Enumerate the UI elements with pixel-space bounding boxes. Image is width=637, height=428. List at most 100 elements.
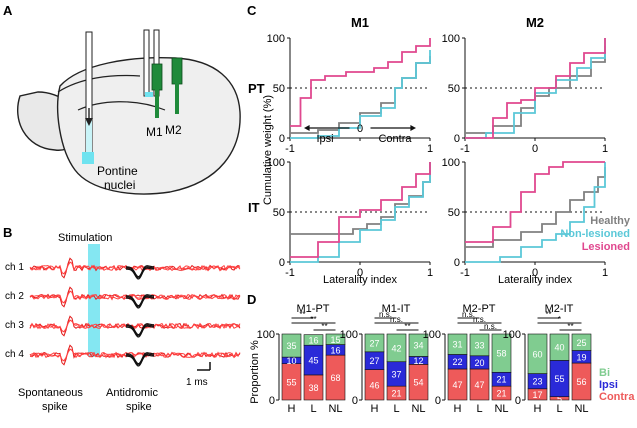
stimulation-label: Stimulation bbox=[58, 232, 112, 244]
y-tick-label: 100 bbox=[503, 329, 521, 341]
scale-label: 1 ms bbox=[186, 377, 208, 388]
x-tick-label: 1 bbox=[602, 267, 608, 279]
bar-segment-bi bbox=[527, 333, 548, 374]
x-tick-label: 0 bbox=[357, 267, 363, 279]
y-tick-label: 50 bbox=[448, 83, 460, 95]
bar-value-contra: 68 bbox=[330, 373, 340, 383]
group-title: M2-PT bbox=[463, 303, 496, 315]
channel-label: ch 2 bbox=[5, 291, 24, 302]
bar-value-contra: 47 bbox=[474, 380, 484, 390]
bar-segment-bi bbox=[491, 333, 512, 373]
row-title-pt: PT bbox=[248, 81, 265, 96]
y-tick-label: 0 bbox=[515, 395, 521, 407]
bar-segment-bi bbox=[303, 334, 324, 346]
y-tick-label: 100 bbox=[257, 329, 275, 341]
bar-value-bi: 25 bbox=[576, 338, 586, 348]
series-lesioned bbox=[290, 162, 431, 258]
trace-antidromic bbox=[126, 352, 154, 365]
group-m2-pt: M2-PT1000472231H472033L212158NLn.s.n.s.n… bbox=[423, 303, 512, 415]
bar-segment-bi bbox=[447, 333, 468, 355]
trace-spontaneous bbox=[29, 319, 241, 333]
category-label: NL bbox=[328, 403, 342, 415]
panel-label-c: C bbox=[247, 3, 257, 18]
category-label: L bbox=[393, 403, 399, 415]
row-title-it: IT bbox=[248, 200, 260, 215]
bar-value-ipsi: 22 bbox=[452, 357, 462, 367]
category-label: NL bbox=[494, 403, 508, 415]
series-lesioned bbox=[290, 38, 431, 127]
bar-value-bi: 33 bbox=[474, 340, 484, 350]
y-axis-label: Proportion % bbox=[249, 340, 261, 404]
bar-value-contra: 47 bbox=[452, 380, 462, 390]
trace-spontaneous bbox=[29, 348, 241, 362]
stimulation-bar bbox=[88, 244, 100, 357]
contra-arrow-head bbox=[410, 125, 416, 131]
significance-label: n.s. bbox=[390, 315, 403, 324]
y-tick-label: 0 bbox=[279, 133, 285, 145]
y-tick-label: 0 bbox=[454, 133, 460, 145]
bar-value-ipsi: 16 bbox=[330, 345, 340, 355]
y-tick-label: 50 bbox=[273, 83, 285, 95]
bar-segment-bi bbox=[549, 333, 570, 361]
series-non-lesioned bbox=[290, 162, 431, 263]
x-tick-label: 0 bbox=[532, 143, 538, 155]
bar-value-ipsi: 21 bbox=[496, 375, 506, 385]
x-tick-label: -1 bbox=[460, 267, 470, 279]
y-tick-label: 100 bbox=[442, 157, 460, 169]
y-tick-label: 0 bbox=[352, 395, 358, 407]
series-non-lesioned bbox=[465, 38, 606, 139]
group-title: M2-IT bbox=[545, 303, 574, 315]
category-label: H bbox=[288, 403, 296, 415]
trace-spontaneous bbox=[29, 290, 241, 304]
bar-value-bi: 40 bbox=[554, 343, 564, 353]
bar-segment-bi bbox=[469, 333, 490, 357]
category-label: L bbox=[476, 403, 482, 415]
panel-label-a: A bbox=[3, 3, 13, 18]
zero-label: 0 bbox=[357, 123, 363, 135]
significance-label: n.s. bbox=[484, 322, 497, 331]
trace-antidromic bbox=[126, 354, 154, 367]
brain-diagram: Pontine nuclei M1 M2 bbox=[16, 29, 241, 195]
antidromic-label: spike bbox=[126, 401, 152, 413]
bar-value-ipsi: 23 bbox=[532, 377, 542, 387]
brain-fold bbox=[57, 74, 141, 93]
bar-value-ipsi: 10 bbox=[286, 356, 296, 366]
category-label: H bbox=[371, 403, 379, 415]
legend-lesioned: Lesioned bbox=[582, 241, 630, 253]
bar-value-ipsi: 27 bbox=[369, 356, 379, 366]
bar-value-contra: 38 bbox=[308, 383, 318, 393]
x-tick-label: -1 bbox=[285, 143, 295, 155]
series-non-lesioned bbox=[465, 162, 606, 263]
series-lesioned bbox=[465, 161, 605, 243]
y-tick-label: 50 bbox=[448, 207, 460, 219]
significance-label: ** bbox=[545, 310, 551, 319]
m1-electrode bbox=[151, 63, 163, 91]
x-tick-label: -1 bbox=[285, 267, 295, 279]
bar-value-contra: 56 bbox=[576, 377, 586, 387]
bar-value-contra: 46 bbox=[369, 380, 379, 390]
ipsi-arrow-head bbox=[304, 125, 310, 131]
y-tick-label: 100 bbox=[340, 329, 358, 341]
spontaneous-label: spike bbox=[42, 401, 68, 413]
proportion-bars: Proportion %M1-PT1000551035H384516L68161… bbox=[249, 303, 635, 415]
trace-spontaneous bbox=[29, 261, 241, 275]
contra-label: Contra bbox=[378, 133, 412, 145]
ipsi-label: Ipsi bbox=[316, 133, 333, 145]
x-tick-label: 1 bbox=[427, 143, 433, 155]
bar-value-bi: 16 bbox=[308, 335, 318, 345]
col-title-m1: M1 bbox=[351, 15, 369, 30]
bar-value-bi: 42 bbox=[391, 343, 401, 353]
bar-value-ipsi: 37 bbox=[391, 369, 401, 379]
bar-value-bi: 15 bbox=[330, 335, 340, 345]
legend-non-lesioned: Non-lesioned bbox=[560, 228, 630, 240]
y-tick-label: 100 bbox=[423, 329, 441, 341]
trace-antidromic bbox=[126, 294, 154, 307]
bar-value-bi: 31 bbox=[452, 340, 462, 350]
significance-label: n.s. bbox=[462, 310, 475, 319]
cortex-shape bbox=[57, 57, 241, 195]
significance-label: ** bbox=[404, 322, 410, 331]
